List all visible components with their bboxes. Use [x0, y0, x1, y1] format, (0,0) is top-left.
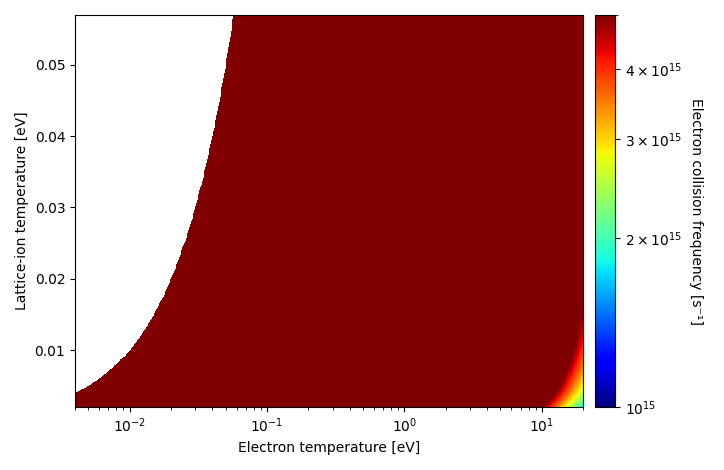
- X-axis label: Electron temperature [eV]: Electron temperature [eV]: [238, 441, 420, 455]
- Y-axis label: Electron collision frequency [s⁻¹]: Electron collision frequency [s⁻¹]: [689, 98, 703, 325]
- Y-axis label: Lattice-ion temperature [eV]: Lattice-ion temperature [eV]: [15, 112, 29, 310]
